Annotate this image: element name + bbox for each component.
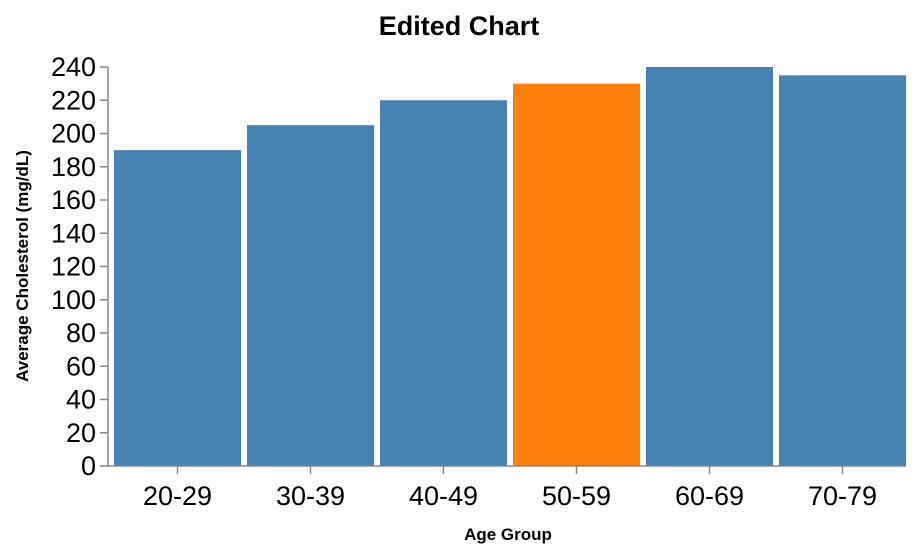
x-axis-ticks: 20-29 30-39 40-49 50-59 60-69 70-79 <box>143 466 877 511</box>
y-tick-label: 20 <box>66 418 96 448</box>
y-tick-label: 140 <box>51 218 96 248</box>
x-tick-label: 50-59 <box>542 481 611 511</box>
bar-70-79 <box>779 75 906 466</box>
y-tick-label: 220 <box>51 85 96 115</box>
x-tick-label: 30-39 <box>276 481 345 511</box>
bar-60-69 <box>646 67 773 466</box>
y-tick-label: 200 <box>51 119 96 149</box>
x-tick-label: 20-29 <box>143 481 212 511</box>
x-tick-label: 70-79 <box>808 481 877 511</box>
bar-40-49 <box>380 100 507 466</box>
y-tick-label: 240 <box>51 52 96 82</box>
y-tick-label: 40 <box>66 385 96 415</box>
y-tick-label: 180 <box>51 152 96 182</box>
y-tick-label: 0 <box>81 451 96 481</box>
x-tick-label: 60-69 <box>675 481 744 511</box>
bar-30-39 <box>247 125 374 466</box>
bar-50-59 <box>513 83 640 466</box>
y-axis-title: Average Cholesterol (mg/dL) <box>13 150 32 382</box>
y-tick-label: 120 <box>51 252 96 282</box>
y-tick-label: 100 <box>51 285 96 315</box>
bars-group <box>114 67 906 466</box>
x-tick-label: 40-49 <box>409 481 478 511</box>
chart-title: Edited Chart <box>379 11 540 41</box>
y-tick-label: 160 <box>51 185 96 215</box>
y-tick-label: 60 <box>66 351 96 381</box>
y-tick-label: 80 <box>66 318 96 348</box>
x-axis-title: Age Group <box>464 525 552 544</box>
bar-20-29 <box>114 150 241 466</box>
